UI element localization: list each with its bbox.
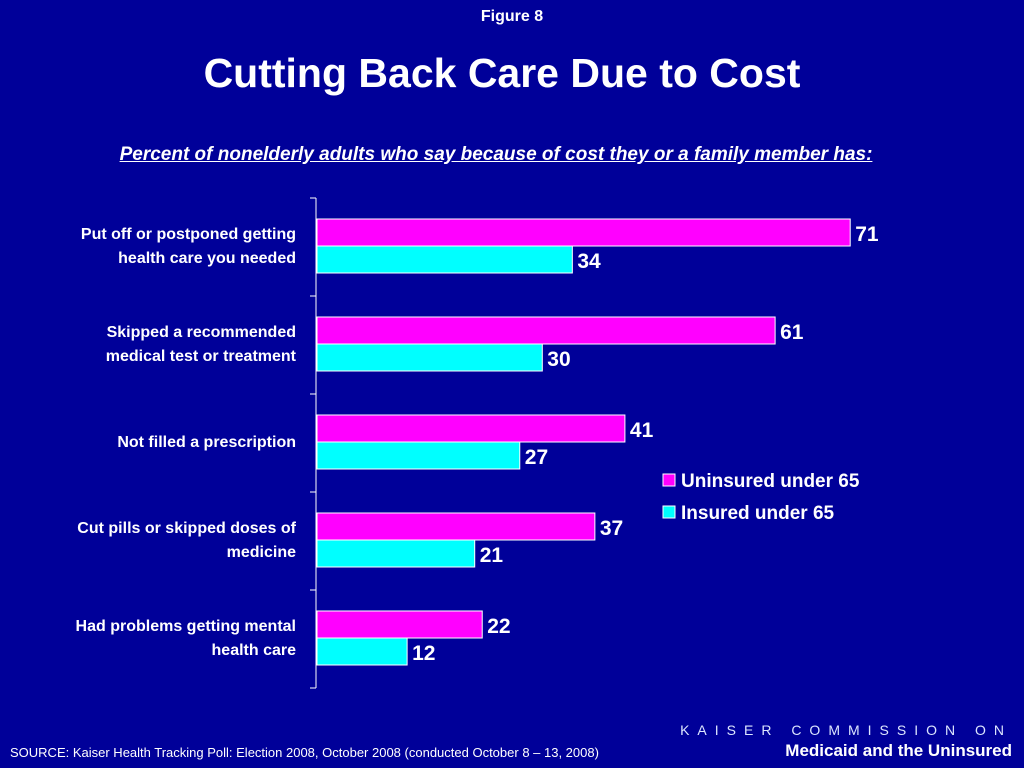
category-label: Had problems getting mental health care — [76, 618, 297, 659]
value-label: 21 — [480, 544, 504, 567]
bar-insured — [316, 245, 573, 274]
value-label: 27 — [525, 446, 548, 469]
bar-uninsured — [316, 316, 776, 345]
bar-insured — [316, 441, 521, 470]
page-title: Cutting Back Care Due to Cost — [203, 50, 801, 96]
legend-label: Insured under 65 — [681, 503, 835, 524]
bar-uninsured — [316, 414, 626, 443]
value-label: 41 — [630, 419, 654, 442]
value-label: 37 — [600, 517, 623, 540]
value-label: 22 — [487, 615, 510, 638]
value-label: 12 — [412, 642, 435, 665]
bar-uninsured — [316, 512, 596, 541]
chart-subtitle: Percent of nonelderly adults who say bec… — [119, 144, 873, 165]
bar-uninsured — [316, 610, 483, 639]
legend-swatch — [662, 473, 676, 487]
value-label: 71 — [855, 223, 879, 246]
category-label: Skipped a recommended medical test or tre… — [106, 324, 297, 365]
value-label: 30 — [547, 348, 570, 371]
legend-swatch — [662, 505, 676, 519]
category-label: Put off or postponed getting health care … — [81, 226, 296, 267]
bar-insured — [316, 539, 476, 568]
legend-label: Uninsured under 65 — [681, 471, 860, 492]
value-label: 61 — [780, 321, 804, 344]
org-name-line1: KAISER COMMISSION ON — [680, 722, 1012, 738]
bar-insured — [316, 637, 408, 666]
bar-insured — [316, 343, 543, 372]
value-label: 34 — [577, 250, 601, 273]
figure-label: Figure 8 — [480, 8, 544, 25]
category-label: Not filled a prescription — [117, 434, 296, 451]
category-label: Cut pills or skipped doses of medicine — [77, 520, 296, 561]
bar-uninsured — [316, 218, 851, 247]
source-note: SOURCE: Kaiser Health Tracking Poll: Ele… — [10, 745, 599, 760]
org-name-line2: Medicaid and the Uninsured — [785, 741, 1012, 760]
